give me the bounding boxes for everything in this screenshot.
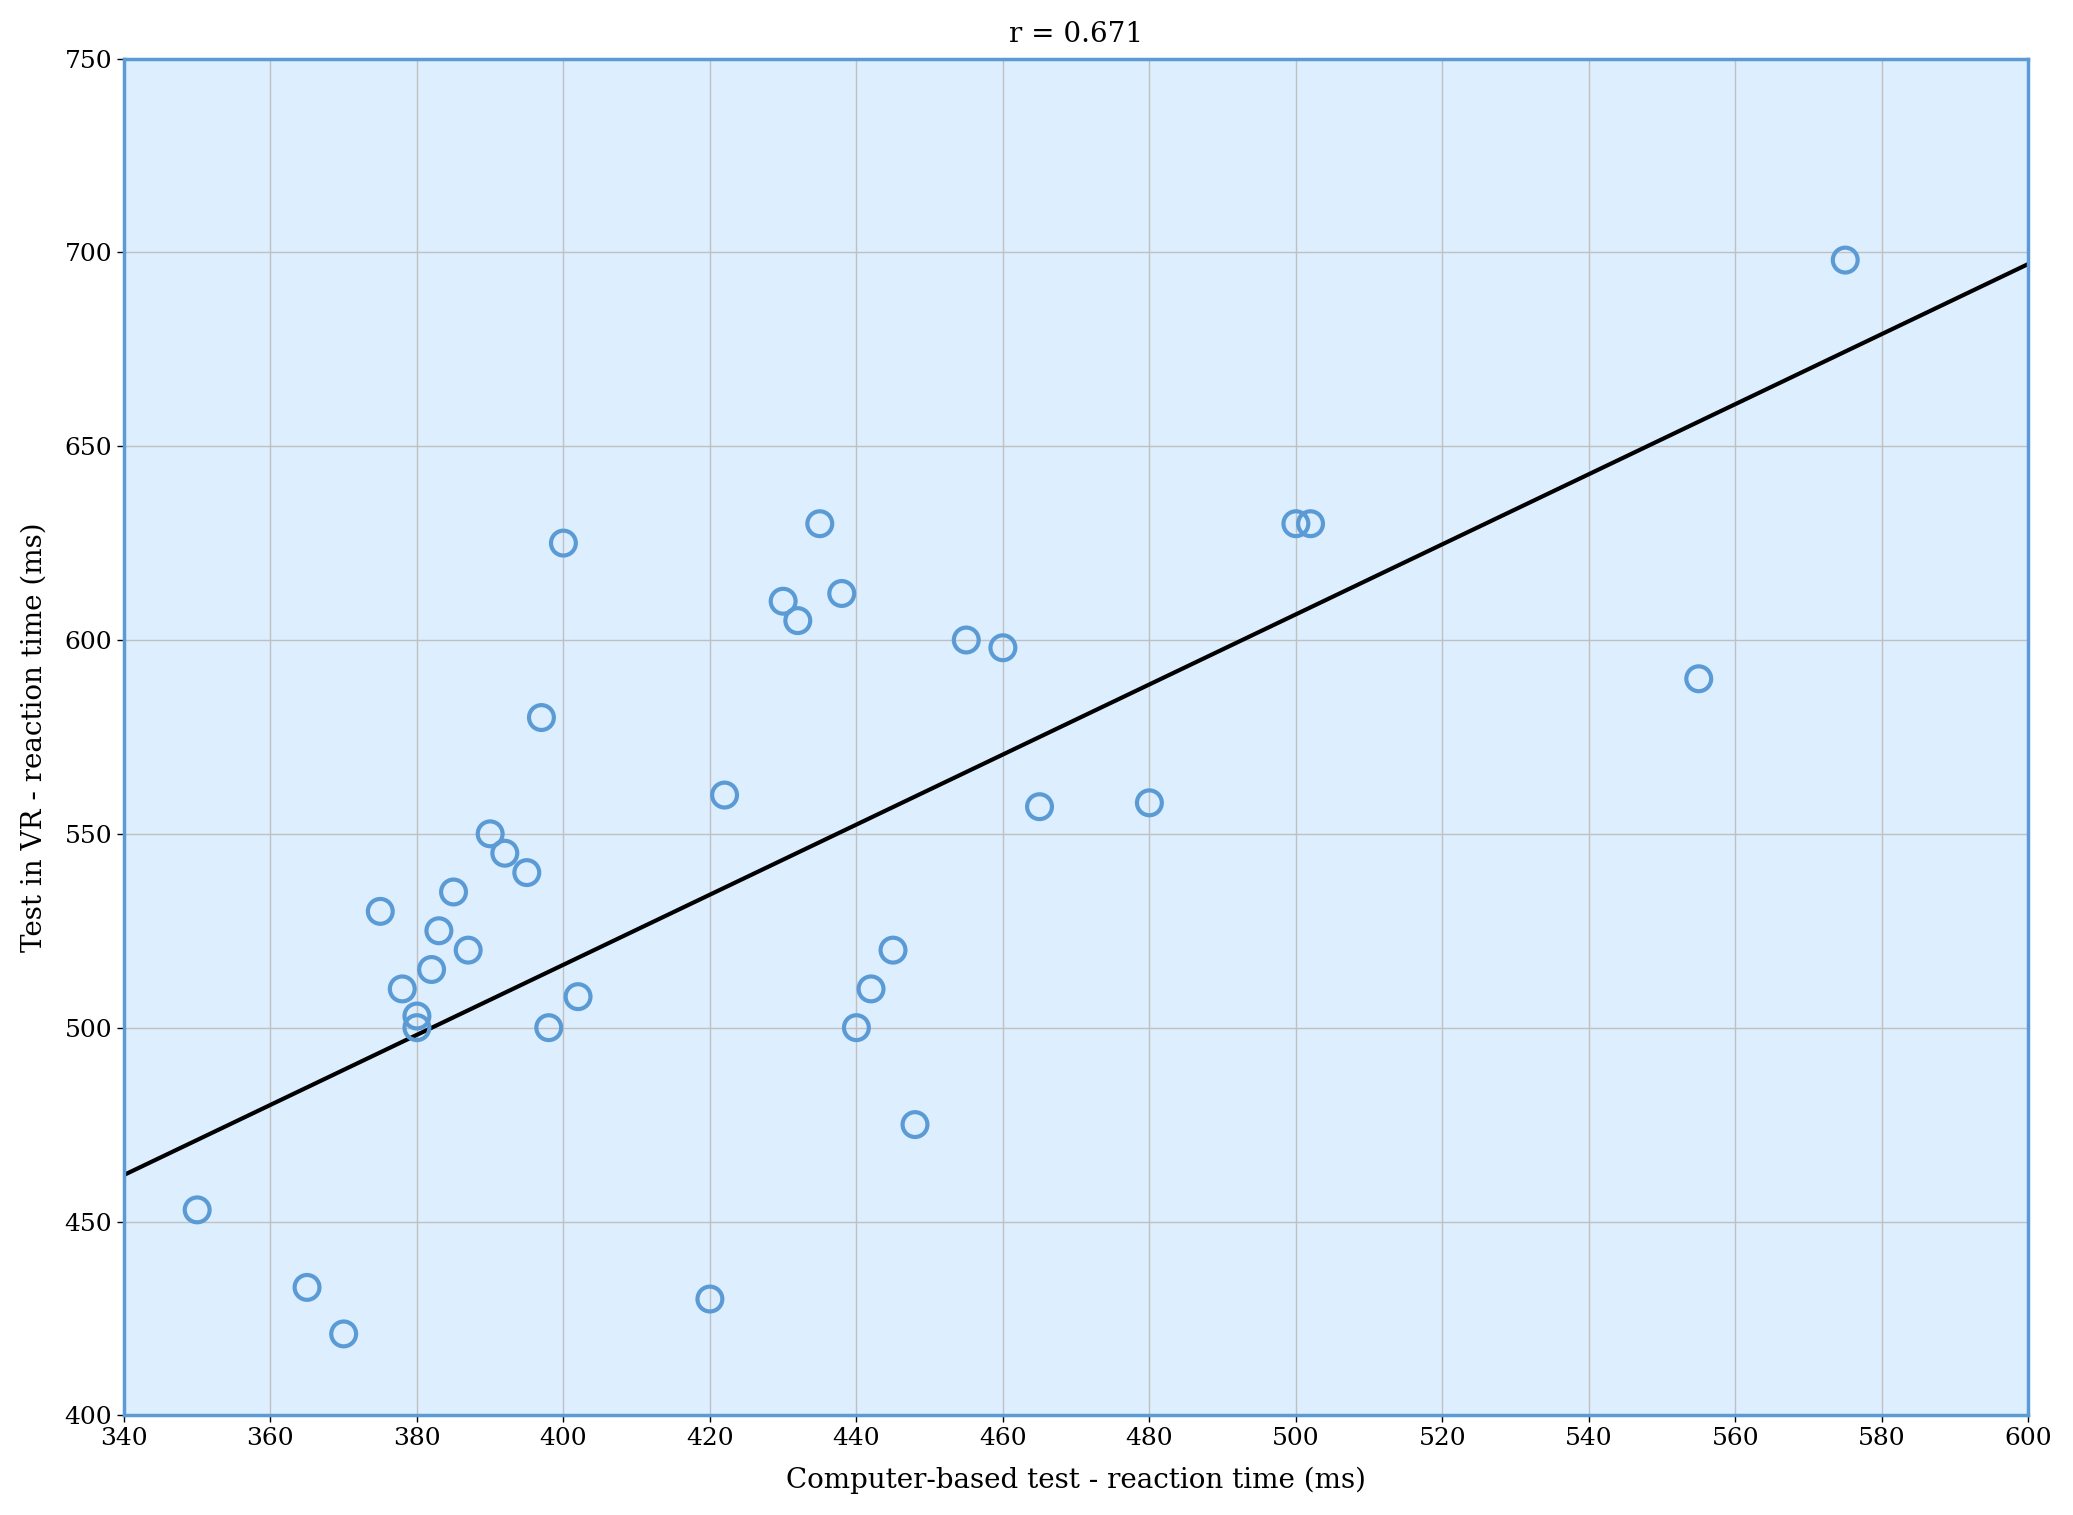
Point (898, 1112, 931, 1136)
Point (854, 977, 887, 1001)
Point (290, 1276, 323, 1300)
Point (825, 582, 858, 606)
Point (840, 1015, 873, 1039)
Point (510, 861, 543, 885)
Point (386, 977, 419, 1001)
Point (328, 1321, 361, 1345)
Point (400, 1004, 433, 1029)
Point (489, 841, 522, 865)
Point (1681, 667, 1714, 691)
Point (180, 1198, 214, 1223)
Point (524, 706, 558, 730)
Point (415, 957, 448, 982)
Point (767, 589, 800, 614)
Point (1022, 794, 1055, 818)
Point (692, 1286, 726, 1310)
Point (1294, 512, 1327, 536)
Point (877, 938, 910, 962)
Point (949, 627, 983, 651)
Point (782, 609, 815, 633)
Point (562, 985, 595, 1009)
Point (802, 512, 835, 536)
Point (1279, 512, 1312, 536)
Point (363, 900, 396, 924)
Point (987, 636, 1020, 661)
Title: r = 0.671: r = 0.671 (1010, 21, 1142, 48)
Point (473, 821, 506, 845)
Point (1132, 791, 1165, 815)
Point (437, 880, 471, 904)
Point (452, 938, 485, 962)
Y-axis label: Test in VR - reaction time (ms): Test in VR - reaction time (ms) (21, 523, 48, 951)
Point (547, 530, 580, 554)
Point (709, 783, 742, 807)
X-axis label: Computer-based test - reaction time (ms): Computer-based test - reaction time (ms) (786, 1467, 1366, 1494)
Point (423, 918, 456, 942)
Point (533, 1015, 566, 1039)
Point (1828, 248, 1862, 273)
Point (400, 1015, 433, 1039)
